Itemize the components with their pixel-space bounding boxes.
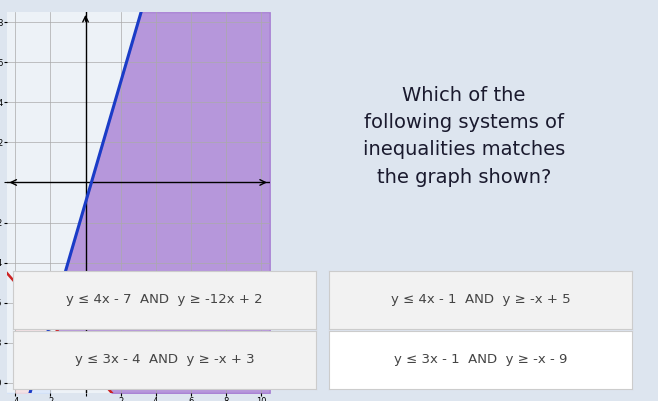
Text: y ≤ 4x - 1  AND  y ≥ -x + 5: y ≤ 4x - 1 AND y ≥ -x + 5 — [391, 293, 570, 306]
Text: y ≤ 4x - 7  AND  y ≥ -12x + 2: y ≤ 4x - 7 AND y ≥ -12x + 2 — [66, 293, 263, 306]
Text: y ≤ 3x - 4  AND  y ≥ -x + 3: y ≤ 3x - 4 AND y ≥ -x + 3 — [75, 353, 254, 367]
Text: Which of the
following systems of
inequalities matches
the graph shown?: Which of the following systems of inequa… — [363, 86, 565, 187]
Text: y ≤ 3x - 1  AND  y ≥ -x - 9: y ≤ 3x - 1 AND y ≥ -x - 9 — [393, 353, 567, 367]
